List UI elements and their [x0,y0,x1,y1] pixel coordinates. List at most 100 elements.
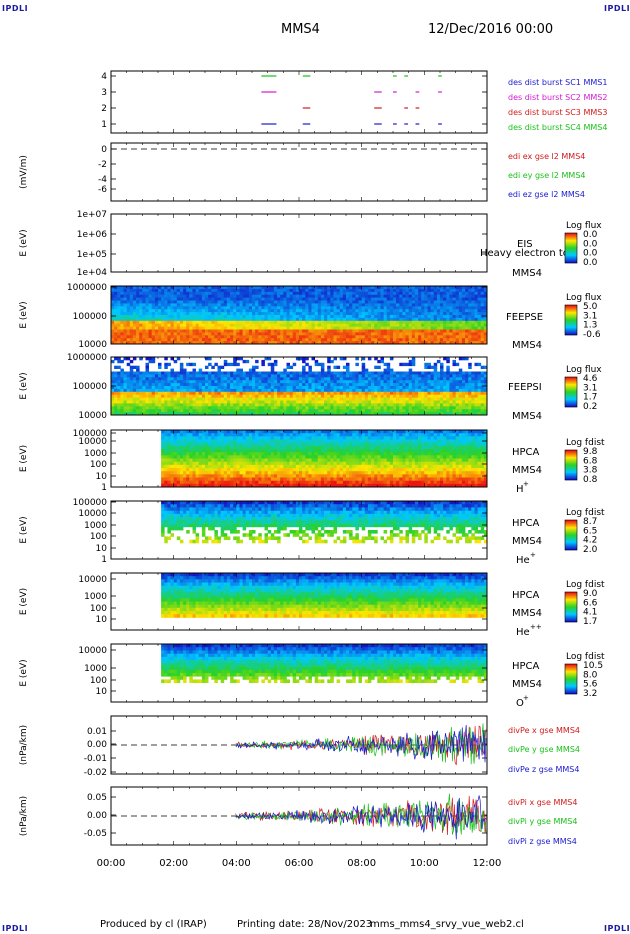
p5-cell [324,400,328,404]
p5-cell [295,374,300,378]
p5-cell [145,388,149,393]
p5-cell [114,380,118,384]
p6-spectrogram [161,430,488,488]
p4-cell [483,300,488,304]
p4-cell [436,326,441,330]
p4-cell [474,338,478,342]
p4-cell [314,291,319,296]
p4-cell [117,317,121,322]
p4-cell [399,341,403,345]
p5-cell [414,386,419,390]
p4-cell [280,291,284,296]
p4-cell [261,291,265,296]
p6-cell [176,452,181,456]
p5-cell [320,383,325,387]
p4-cbar-cell [565,318,577,320]
p4-cell [217,317,221,322]
p5-cell [142,371,146,375]
p4-cell [342,288,347,293]
p4-cell [245,338,250,342]
p4-cell [421,335,425,339]
p5-cell [461,357,466,361]
p5-cell [443,394,447,398]
p5-cell [161,391,165,396]
p5-cell [167,394,171,398]
p5-cell [358,397,362,401]
p4-cell [336,335,341,339]
p4-cell [183,312,187,316]
p5-cell [205,406,209,410]
p4-cell [367,288,372,293]
p5-cell [183,409,187,413]
p4-cell [333,329,337,333]
p5-cell [252,400,256,404]
p4-cell [173,303,178,307]
p4-cell [399,291,403,296]
p4-cell [430,317,435,322]
p5-cell [389,377,394,381]
p4-cell [374,300,378,304]
p4-cell [389,306,394,310]
p6-cell [176,449,181,453]
p5-cell [317,388,322,393]
p5-cell [192,362,196,367]
p4-cell [158,291,162,296]
p5-cell [264,377,268,381]
p5-cell [148,359,153,364]
p4-cell [465,300,469,304]
p4-cell [405,294,409,298]
p5-cbar-cell [565,387,577,389]
p4-cell [111,332,115,336]
p4-cell [126,341,131,345]
p4-cell [264,320,268,325]
p5-cell [402,386,406,390]
p4-cell [286,306,290,310]
p4-cell [330,291,334,296]
p5-cbar-cell [565,405,577,407]
p4-cell [414,338,419,342]
p5-cell [440,388,444,393]
p4-cell [374,312,378,316]
p6-cell [173,430,178,434]
p3-cbar-cell [565,251,577,253]
p5-cell [393,388,397,393]
p4-cell [421,288,425,293]
p5-cell [255,388,259,393]
p4-cell [289,335,294,339]
p6-cell [167,436,171,440]
p4-cell [129,297,134,301]
p5-cell [386,380,391,384]
p4-cell [402,323,406,327]
p5-cell [123,391,127,396]
p4-cell [114,286,118,290]
p4-cell [217,323,221,327]
p4-cell [408,326,413,330]
p4-cell [154,335,159,339]
p4-cell [402,294,406,298]
p4-cell [258,315,262,319]
p4-cell [408,329,413,333]
p4-cell [380,326,384,330]
p5-cell [455,383,460,387]
p4-cell [383,329,388,333]
p4-cell [242,323,247,327]
p5-cell [386,362,391,367]
p5-cell [214,371,218,375]
p4-cell [480,323,485,327]
p4-cell [248,329,253,333]
p5-cell [468,391,472,396]
p4-cell [261,309,265,313]
p4-cell [289,329,294,333]
p5-cell [176,386,181,390]
p4-cell [418,288,422,293]
p5-cell [468,403,472,407]
p4-cell [186,323,190,327]
p5-cell [405,371,409,375]
p5-cell [317,391,322,396]
p5-cell [333,412,337,416]
p5-cell [170,406,174,410]
p5-cell [339,403,344,407]
p4-cell [483,294,488,298]
p4-cell [474,332,478,336]
p4-cell [327,320,331,325]
